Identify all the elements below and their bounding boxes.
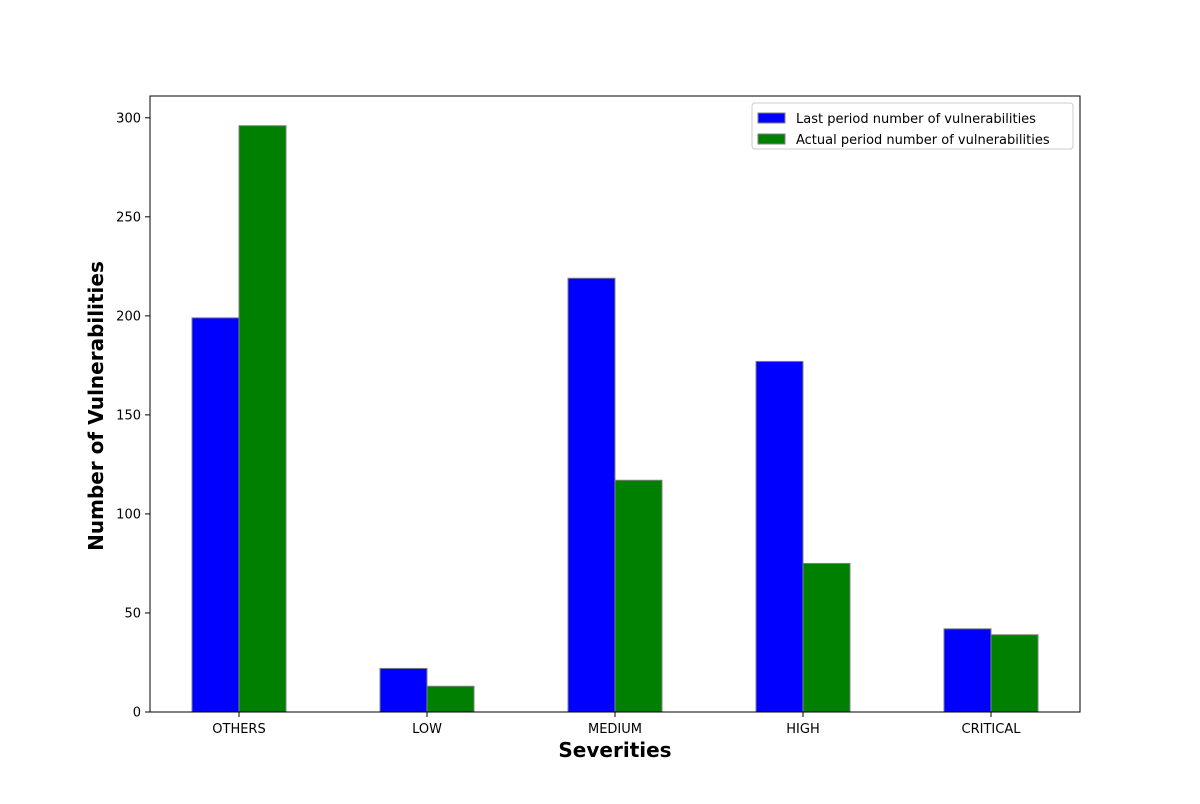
x-tick-label-medium: MEDIUM [588, 722, 642, 737]
y-tick-label: 50 [124, 606, 141, 621]
legend-label-series-2: Actual period number of vulnerabilities [796, 133, 1050, 148]
bar-medium-series-1 [567, 277, 616, 713]
y-tick-label: 100 [116, 507, 141, 522]
legend-label-series-1: Last period number of vulnerabilities [796, 112, 1036, 127]
bar-critical-series-1 [943, 628, 992, 713]
legend-swatch-series-1 [757, 112, 786, 124]
y-tick-label: 200 [116, 309, 141, 324]
legend-swatch-series-2 [757, 133, 786, 145]
y-axis-label: Number of Vulnerabilities [84, 261, 108, 551]
x-axis: OTHERS LOW MEDIUM HIGH CRITICAL [212, 712, 1021, 737]
bar-low-series-1 [379, 667, 428, 713]
bar-high-series-1 [755, 360, 804, 713]
y-tick-label: 150 [116, 408, 141, 423]
bar-high-series-2 [802, 562, 851, 713]
y-tick-label: 250 [116, 210, 141, 225]
bar-medium-series-2 [614, 479, 663, 713]
legend: Last period number of vulnerabilities Act… [751, 102, 1074, 150]
x-tick-label-low: LOW [412, 722, 442, 737]
x-axis-label: Severities [558, 738, 671, 762]
x-tick-label-high: HIGH [786, 722, 819, 737]
bar-low-series-2 [426, 685, 475, 713]
bar-critical-series-2 [990, 634, 1039, 713]
y-tick-label: 300 [116, 111, 141, 126]
bars-group [191, 125, 1039, 713]
bar-others-series-1 [191, 317, 240, 713]
x-tick-label-critical: CRITICAL [962, 722, 1022, 737]
legend-frame [751, 102, 1074, 150]
y-tick-label: 0 [133, 706, 141, 721]
x-tick-label-others: OTHERS [212, 722, 265, 737]
y-axis: 0 50 100 150 200 250 300 [116, 111, 150, 721]
bar-others-series-2 [238, 125, 287, 713]
